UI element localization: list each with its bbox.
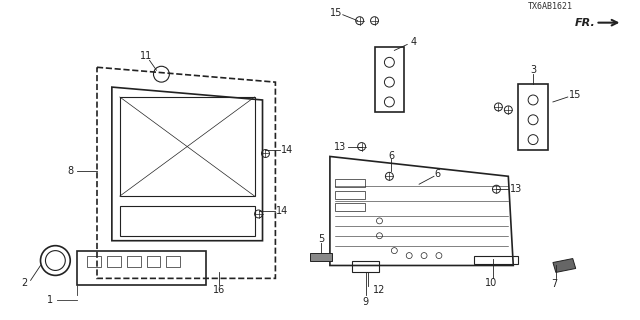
Text: 4: 4 <box>410 37 416 47</box>
Text: 10: 10 <box>485 278 497 288</box>
Text: 14: 14 <box>276 206 289 216</box>
Text: 7: 7 <box>551 279 557 289</box>
Text: TX6AB1621: TX6AB1621 <box>528 2 573 11</box>
Text: 14: 14 <box>281 145 293 155</box>
Text: 12: 12 <box>373 285 386 295</box>
Text: 13: 13 <box>333 141 346 152</box>
Text: 2: 2 <box>22 278 28 288</box>
Text: 6: 6 <box>388 151 394 162</box>
FancyBboxPatch shape <box>310 252 332 260</box>
Text: 3: 3 <box>530 65 536 75</box>
Text: 9: 9 <box>362 297 369 307</box>
Text: 5: 5 <box>318 234 324 244</box>
Text: 16: 16 <box>212 285 225 295</box>
Text: FR.: FR. <box>575 18 596 28</box>
Polygon shape <box>553 259 576 272</box>
Text: 15: 15 <box>330 8 342 18</box>
Text: 13: 13 <box>510 184 522 194</box>
Text: 11: 11 <box>140 52 153 61</box>
Text: 1: 1 <box>47 295 54 305</box>
Text: 15: 15 <box>568 90 581 100</box>
Text: 6: 6 <box>434 169 440 179</box>
Text: 8: 8 <box>67 166 74 176</box>
